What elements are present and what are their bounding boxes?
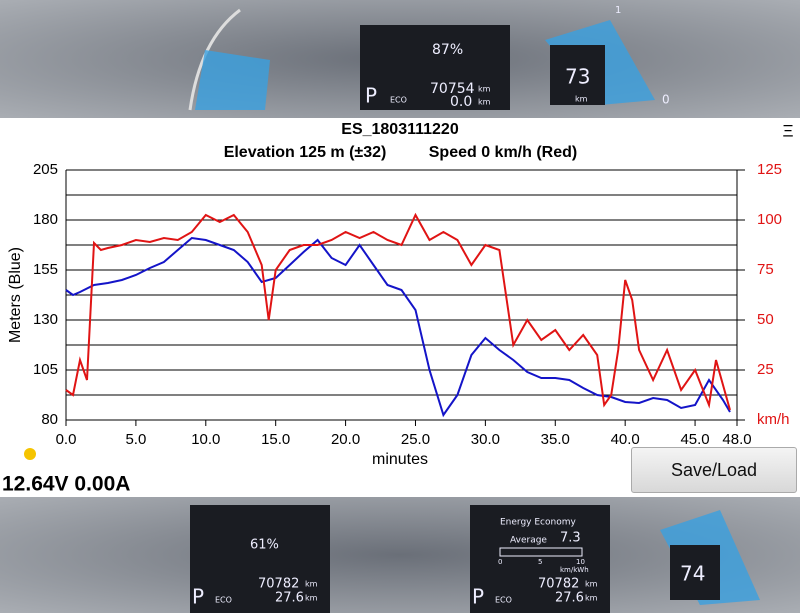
trip: 27.6 xyxy=(555,591,584,606)
y-tick-label: 130 xyxy=(33,311,58,328)
x-tick-label: 15.0 xyxy=(261,431,290,448)
unit: km xyxy=(478,98,491,107)
status: 12.64V 0.00A xyxy=(2,473,130,496)
gear: P xyxy=(365,84,377,108)
odometer: 70754 xyxy=(430,81,475,97)
y-tick-label: 205 xyxy=(33,161,58,178)
y2-tick-label: 100 xyxy=(757,211,782,228)
range: 73 xyxy=(565,65,590,89)
scale-label: 5 xyxy=(538,558,542,566)
x-tick-label: 45.0 xyxy=(680,431,709,448)
gauge-min: 0 xyxy=(662,93,670,107)
unit: km xyxy=(305,594,318,603)
x-tick-label: 25.0 xyxy=(401,431,430,448)
average: 7.3 xyxy=(560,531,581,546)
dashboard-photo-bottom: 61% P ECO 70782 km 27.6 km Energy Econom… xyxy=(0,497,800,613)
odometer: 70782 xyxy=(258,577,299,592)
subtitle: Elevation 125 m (±32) xyxy=(224,144,387,161)
unit: km xyxy=(585,580,598,589)
scale-unit: km/kWh xyxy=(560,566,589,574)
y-tick-label: 105 xyxy=(33,361,58,378)
subtitle: Speed 0 km/h (Red) xyxy=(429,144,577,161)
gauge-max: 1 xyxy=(615,5,621,16)
menu-icon[interactable]: Ξ xyxy=(782,121,793,140)
bulb-icon xyxy=(24,448,36,460)
mode: ECO xyxy=(215,596,232,605)
series-line xyxy=(65,212,731,411)
x-tick-label: 20.0 xyxy=(331,431,360,448)
x-tick-label: 40.0 xyxy=(611,431,640,448)
economy-title: Energy Economy xyxy=(500,518,576,528)
trip: 27.6 xyxy=(275,591,304,606)
y2-tick-label: 25 xyxy=(757,361,774,378)
chart: ES_1803111220 Elevation 125 m (±32) Spee… xyxy=(2,121,794,495)
x-tick-label: 30.0 xyxy=(471,431,500,448)
x-tick-label: 5.0 xyxy=(125,431,146,448)
unit: km xyxy=(575,95,588,104)
chart-title: ES_1803111220 xyxy=(341,121,459,138)
unit: km xyxy=(478,85,491,94)
y-tick-label: 180 xyxy=(33,211,58,228)
trip: 0.0 xyxy=(450,94,472,110)
y-axis-label: Meters (Blue) xyxy=(7,247,24,343)
odometer: 70782 xyxy=(538,577,579,592)
y2-tick-label: km/h xyxy=(757,411,790,428)
gear: P xyxy=(472,585,484,609)
unit: km xyxy=(305,580,318,589)
y2-tick-label: 50 xyxy=(757,311,774,328)
y-tick-label: 80 xyxy=(41,411,58,428)
average-label: Average xyxy=(510,536,547,546)
series-line xyxy=(65,236,731,418)
scale-label: 0 xyxy=(498,558,502,566)
x-axis-label: minutes xyxy=(372,451,428,468)
x-tick-label: 48.0 xyxy=(722,431,751,448)
gear: P xyxy=(192,585,204,609)
y2-tick-label: 125 xyxy=(757,161,782,178)
range: 74 xyxy=(680,562,705,586)
save-load-button[interactable]: Save/Load xyxy=(631,447,797,493)
y2-tick-label: 75 xyxy=(757,261,774,278)
battery: 61% xyxy=(250,538,279,553)
scale-label: 10 xyxy=(576,558,585,566)
x-tick-label: 35.0 xyxy=(541,431,570,448)
mode: ECO xyxy=(390,96,407,105)
x-tick-label: 10.0 xyxy=(191,431,220,448)
mode: ECO xyxy=(495,596,512,605)
dashboard-photo-top: 87% P ECO 70754 km 0.0 km 73 km 1 0 xyxy=(0,0,800,118)
y-tick-label: 155 xyxy=(33,261,58,278)
battery: 87% xyxy=(432,42,463,58)
unit: km xyxy=(585,594,598,603)
x-tick-label: 0.0 xyxy=(56,431,77,448)
